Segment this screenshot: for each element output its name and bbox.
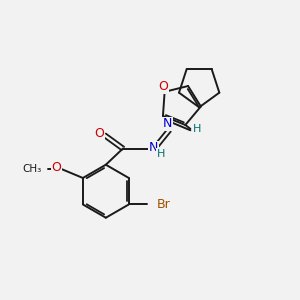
Text: O: O [158,80,168,93]
Text: O: O [94,127,104,140]
Text: H: H [157,149,165,159]
Text: CH₃: CH₃ [22,164,42,174]
Text: Br: Br [157,198,170,211]
Text: N: N [163,117,172,130]
Text: O: O [51,161,61,175]
Text: N: N [148,141,158,154]
Text: H: H [193,124,201,134]
